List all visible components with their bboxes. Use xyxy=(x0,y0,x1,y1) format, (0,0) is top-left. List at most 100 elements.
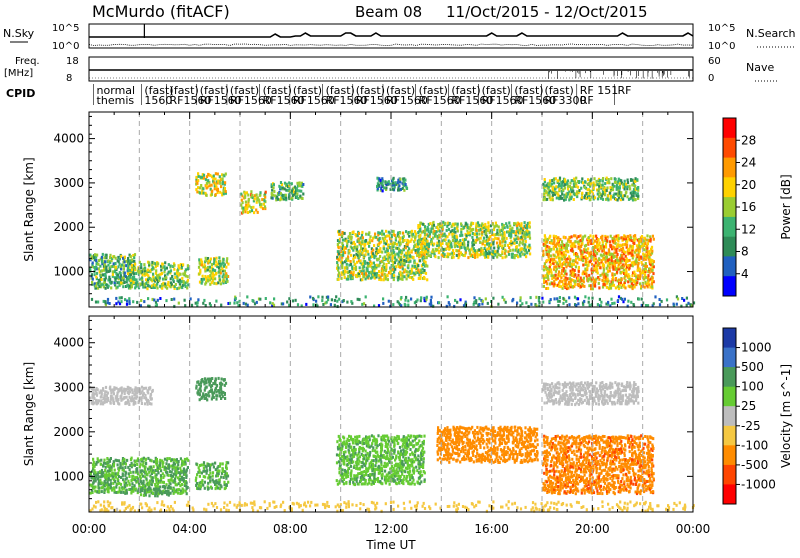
echo-cell xyxy=(546,267,548,270)
echo-cell xyxy=(141,469,143,472)
echo-cell xyxy=(141,276,143,279)
echo-cell xyxy=(270,196,272,199)
echo-cell xyxy=(222,395,224,398)
echo-cell xyxy=(173,298,175,301)
echo-cell xyxy=(227,461,229,464)
echo-cell xyxy=(327,296,329,299)
echo-cell xyxy=(518,223,520,226)
echo-cell xyxy=(597,303,599,306)
echo-cell xyxy=(483,237,485,240)
echo-cell xyxy=(681,297,683,300)
echo-cell xyxy=(105,254,107,257)
echo-cell xyxy=(505,301,507,304)
echo-cell xyxy=(159,486,161,489)
echo-cell xyxy=(436,226,438,229)
echo-cell xyxy=(597,272,599,275)
echo-cell xyxy=(360,237,362,240)
echo-cell xyxy=(606,286,608,289)
nsky-trace xyxy=(89,24,693,46)
echo-cell xyxy=(411,238,413,241)
echo-cell xyxy=(204,481,206,484)
y-axis-label: Slant Range [km] xyxy=(22,157,36,261)
echo-cell xyxy=(582,181,584,184)
echo-cell xyxy=(424,236,426,239)
echo-cell xyxy=(134,484,136,487)
echo-cell xyxy=(551,182,553,185)
echo-cell xyxy=(269,301,271,304)
echo-cell xyxy=(394,234,396,237)
y-tick-label: 4000 xyxy=(53,132,84,146)
echo-cell xyxy=(115,297,117,300)
echo-cell xyxy=(173,268,175,271)
echo-cell xyxy=(594,196,596,199)
echo-cell xyxy=(187,275,189,278)
echo-cell xyxy=(226,467,228,470)
echo-cell xyxy=(575,177,577,180)
echo-cell xyxy=(218,390,220,393)
echo-cell xyxy=(156,458,158,461)
echo-cell xyxy=(153,465,155,468)
y-tick-label: 2000 xyxy=(53,220,84,234)
echo-cell xyxy=(454,299,456,302)
echo-cell xyxy=(215,272,217,275)
echo-cell xyxy=(385,186,387,189)
echo-cell xyxy=(97,263,99,266)
echo-cell xyxy=(153,460,155,463)
nave-tick-bottom: 0 xyxy=(708,73,714,84)
echo-cell xyxy=(98,267,100,270)
echo-cell xyxy=(558,270,560,273)
echo-cell xyxy=(96,272,98,275)
echo-cell xyxy=(349,250,351,253)
echo-cell xyxy=(496,242,498,245)
echo-cell xyxy=(197,172,199,175)
echo-cell xyxy=(242,211,244,214)
echo-cell xyxy=(224,397,226,400)
echo-cell xyxy=(474,249,476,252)
echo-cell xyxy=(225,173,227,176)
echo-cell xyxy=(223,192,225,195)
echo-cell xyxy=(612,276,614,279)
echo-cell xyxy=(449,222,451,225)
echo-cell xyxy=(256,193,258,196)
echo-cell xyxy=(171,471,173,474)
echo-cell xyxy=(432,237,434,240)
echo-cell xyxy=(190,297,192,300)
echo-cell xyxy=(614,273,616,276)
echo-cell xyxy=(521,302,523,305)
echo-cell xyxy=(392,182,394,185)
nsearch-label: N.Search xyxy=(746,27,796,40)
echo-cell xyxy=(382,260,384,263)
echo-cell xyxy=(203,263,205,266)
echo-cell xyxy=(94,253,96,256)
echo-cell xyxy=(454,227,456,230)
echo-cell xyxy=(488,238,490,241)
echo-cell xyxy=(101,259,103,262)
echo-cell xyxy=(557,236,559,239)
echo-cell xyxy=(134,464,136,467)
echo-cell xyxy=(573,192,575,195)
echo-cell xyxy=(385,266,387,269)
echo-cell xyxy=(561,193,563,196)
echo-cell xyxy=(426,296,428,299)
echo-cell xyxy=(218,275,220,278)
echo-cell xyxy=(593,184,595,187)
echo-cell xyxy=(185,275,187,278)
echo-cell xyxy=(89,484,91,487)
echo-cell xyxy=(143,300,145,303)
echo-cell xyxy=(121,264,123,267)
echo-cell xyxy=(428,242,430,245)
echo-cell xyxy=(578,270,580,273)
echo-cell xyxy=(341,472,343,475)
echo-cell xyxy=(586,267,588,270)
echo-cell xyxy=(398,254,400,257)
echo-cell xyxy=(368,274,370,277)
echo-cell xyxy=(399,277,401,280)
echo-cell xyxy=(199,471,201,474)
echo-cell xyxy=(479,241,481,244)
echo-cell xyxy=(417,269,419,272)
echo-cell xyxy=(418,240,420,243)
nsky-tick-bottom: 10^0 xyxy=(52,41,79,52)
echo-cell xyxy=(213,481,215,484)
echo-cell xyxy=(634,192,636,195)
echo-cell xyxy=(516,248,518,251)
